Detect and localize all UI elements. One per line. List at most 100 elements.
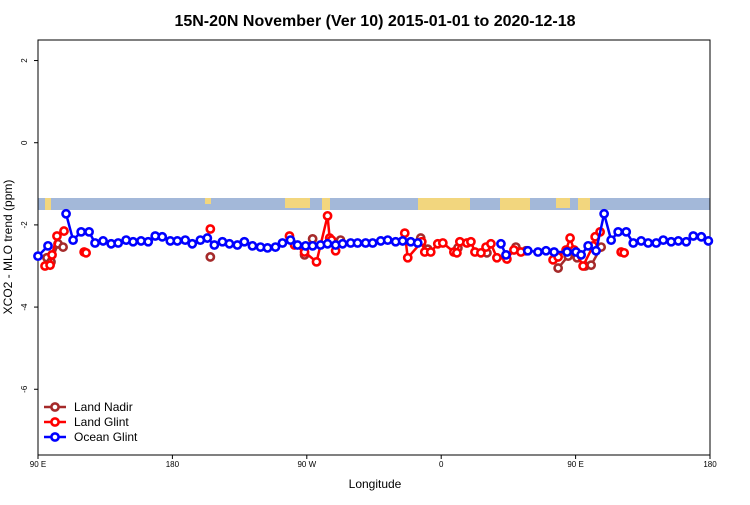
data-point (486, 238, 496, 249)
data-point (43, 240, 53, 251)
data-point (703, 236, 714, 246)
data-point (628, 238, 639, 248)
y-tick-label: 2 (20, 58, 29, 63)
data-point (492, 252, 502, 263)
data-point (553, 263, 564, 273)
data-point (522, 245, 533, 256)
data-point (476, 247, 486, 258)
data-point (606, 235, 617, 246)
data-point (68, 235, 78, 246)
data-point (322, 238, 333, 249)
data-point (437, 238, 448, 248)
data-point (47, 249, 57, 260)
data-point (337, 238, 348, 249)
data-point (205, 252, 216, 262)
data-point (76, 226, 87, 237)
data-point (578, 261, 588, 271)
data-point (619, 247, 630, 258)
legend-marker (50, 402, 60, 412)
data-point (425, 247, 436, 257)
data-point (399, 228, 410, 239)
data-point (172, 236, 183, 246)
data-point (270, 242, 281, 252)
x-tick-label: 90 E (30, 460, 46, 469)
data-point (157, 231, 168, 242)
y-axis-label: XCO2 - MLO trend (ppm) (1, 180, 15, 315)
series (33, 208, 714, 262)
plot-frame (37, 39, 711, 456)
data-point (583, 240, 594, 251)
data-point (59, 226, 69, 236)
data-point (33, 251, 43, 262)
data-point (277, 238, 288, 248)
data-point (285, 235, 296, 246)
data-point (322, 210, 333, 221)
data-point (681, 236, 692, 247)
data-point (247, 240, 258, 251)
data-point (81, 247, 91, 258)
data-point (239, 236, 250, 247)
data-point (262, 243, 273, 253)
y-tick-label: 0 (20, 140, 29, 145)
data-point (224, 238, 235, 249)
data-point (696, 231, 707, 242)
data-point (643, 238, 654, 248)
data-point (412, 238, 423, 248)
data-point (84, 226, 94, 237)
data-point (128, 236, 139, 247)
legend-marker (50, 417, 60, 427)
data-point (307, 240, 318, 251)
data-point (402, 252, 413, 263)
data-point (52, 231, 62, 241)
map-strip (38, 198, 710, 210)
x-tick-label: 90 W (297, 460, 316, 469)
data-point (113, 238, 124, 248)
legend-label: Land Nadir (74, 400, 133, 414)
x-tick-label: 180 (703, 460, 717, 469)
data-point (143, 236, 154, 247)
data-point (549, 247, 559, 257)
data-point (90, 238, 100, 248)
data-point (352, 238, 363, 248)
data-point (562, 247, 572, 257)
data-point (541, 245, 551, 256)
data-point (576, 249, 587, 260)
data-point (565, 233, 575, 243)
data-point (367, 238, 378, 248)
data-point (658, 235, 669, 246)
chart-title: 15N-20N November (Ver 10) 2015-01-01 to … (174, 13, 575, 30)
data-point (688, 231, 699, 241)
data-point (58, 242, 68, 252)
x-axis-label: Longitude (349, 477, 402, 491)
data-point (613, 226, 624, 237)
legend-label: Land Glint (74, 415, 129, 429)
data-point (311, 256, 322, 267)
data-point (673, 236, 684, 246)
data-point (202, 233, 213, 243)
data-point (45, 260, 55, 271)
y-tick-label: -2 (20, 221, 29, 229)
x-tick-label: 90 E (567, 460, 583, 469)
data-point (180, 235, 191, 246)
data-point (397, 236, 408, 246)
data-point (466, 236, 476, 247)
y-tick-label: -6 (20, 385, 29, 393)
legend-label: Ocean Glint (74, 430, 138, 444)
data-point (292, 240, 303, 250)
data-point (586, 260, 597, 271)
data-point (621, 226, 632, 237)
data-point (98, 236, 109, 246)
data-point (501, 249, 511, 260)
data-point (591, 245, 601, 256)
legend-marker (50, 432, 60, 442)
x-tick-label: 0 (439, 460, 444, 469)
data-point (533, 247, 543, 257)
data-point (205, 224, 216, 234)
data-point (451, 247, 462, 258)
x-tick-label: 180 (166, 460, 180, 469)
data-point (496, 238, 506, 249)
data-point (209, 240, 220, 250)
data-point (382, 235, 393, 246)
data-point (61, 208, 71, 219)
